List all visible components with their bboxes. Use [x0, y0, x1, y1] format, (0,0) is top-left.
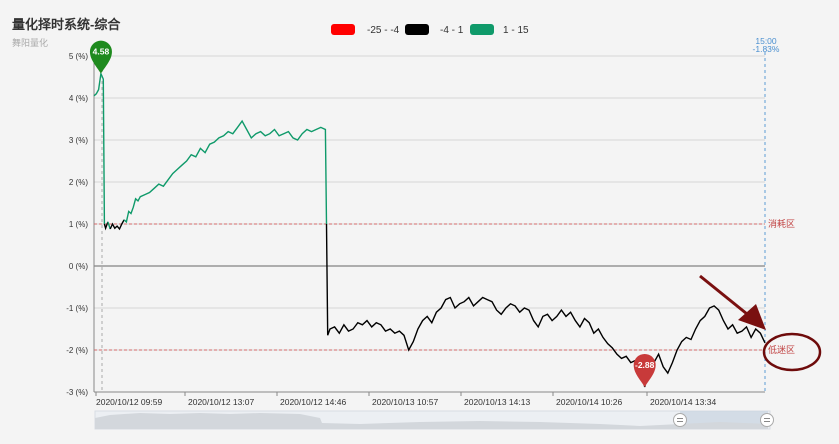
zoom-handle-right[interactable]	[760, 413, 774, 427]
y-tick-label: 1 (%)	[69, 220, 88, 229]
pin-label: 4.58	[93, 47, 110, 57]
mark-line-label: 低迷区	[768, 344, 795, 355]
markers: 4.58 -2.88	[89, 40, 656, 387]
data-zoom-slider[interactable]	[94, 410, 774, 430]
zoom-handle-left[interactable]	[673, 413, 687, 427]
x-tick-label: 2020/10/12 09:59	[96, 397, 162, 407]
chart-title: 量化择时系统-综合	[12, 17, 121, 32]
axes: 2020/10/12 09:59 2020/10/12 13:07 2020/10/…	[93, 45, 766, 407]
arrow-shaft	[699, 274, 753, 320]
legend-label: -25 - -4	[367, 25, 400, 36]
y-tick-label: 0 (%)	[69, 262, 88, 271]
series-line-segment[interactable]	[107, 221, 111, 230]
pin-label: -2.88	[635, 360, 655, 370]
x-tick-label: 2020/10/12 13:07	[188, 397, 254, 407]
max-marker: 4.58	[89, 40, 112, 74]
end-value-label: -1.83%	[753, 44, 780, 54]
legend-swatch[interactable]	[331, 24, 355, 35]
zoom-preview	[95, 413, 768, 429]
y-tick-label: 4 (%)	[69, 94, 88, 103]
y-tick-label: 5 (%)	[69, 52, 88, 61]
x-tick-label: 2020/10/12 14:46	[280, 397, 346, 407]
legend-swatch[interactable]	[470, 24, 494, 35]
pin-shape	[89, 40, 112, 74]
series-line-segment[interactable]	[109, 219, 125, 231]
x-tick-label: 2020/10/13 10:57	[372, 397, 438, 407]
x-tick-label: 2020/10/13 14:13	[464, 397, 530, 407]
series-line-segment[interactable]	[103, 221, 109, 231]
y-tick-label: 3 (%)	[69, 136, 88, 145]
y-tick-label: 2 (%)	[69, 178, 88, 187]
min-marker: -2.88	[633, 353, 656, 387]
series[interactable]	[93, 71, 766, 388]
y-tick-label: -3 (%)	[66, 388, 88, 397]
y-tick-label: -1 (%)	[66, 304, 88, 313]
annotations: 15:00-1.83%	[699, 36, 822, 372]
series-line-segment[interactable]	[325, 223, 766, 388]
legend-label: 1 - 15	[503, 25, 529, 36]
mark-line-label: 消耗区	[768, 218, 795, 229]
y-tick-label: -2 (%)	[66, 346, 88, 355]
chart-subtitle: 舞阳量化	[12, 38, 49, 48]
x-tick-label: 2020/10/14 13:34	[650, 397, 716, 407]
x-tick-label: 2020/10/14 10:26	[556, 397, 622, 407]
highlight-ellipse	[762, 332, 822, 372]
legend-label: -4 - 1	[440, 25, 464, 36]
legend-swatch[interactable]	[405, 24, 429, 35]
series-line-segment[interactable]	[123, 119, 328, 225]
series-line-segment[interactable]	[93, 71, 106, 225]
arrow-head	[738, 304, 766, 330]
pin-shape	[633, 353, 656, 387]
end-time-label: 15:00	[755, 36, 777, 46]
legend[interactable]: -25 - -4 -4 - 1 1 - 15	[331, 24, 529, 36]
